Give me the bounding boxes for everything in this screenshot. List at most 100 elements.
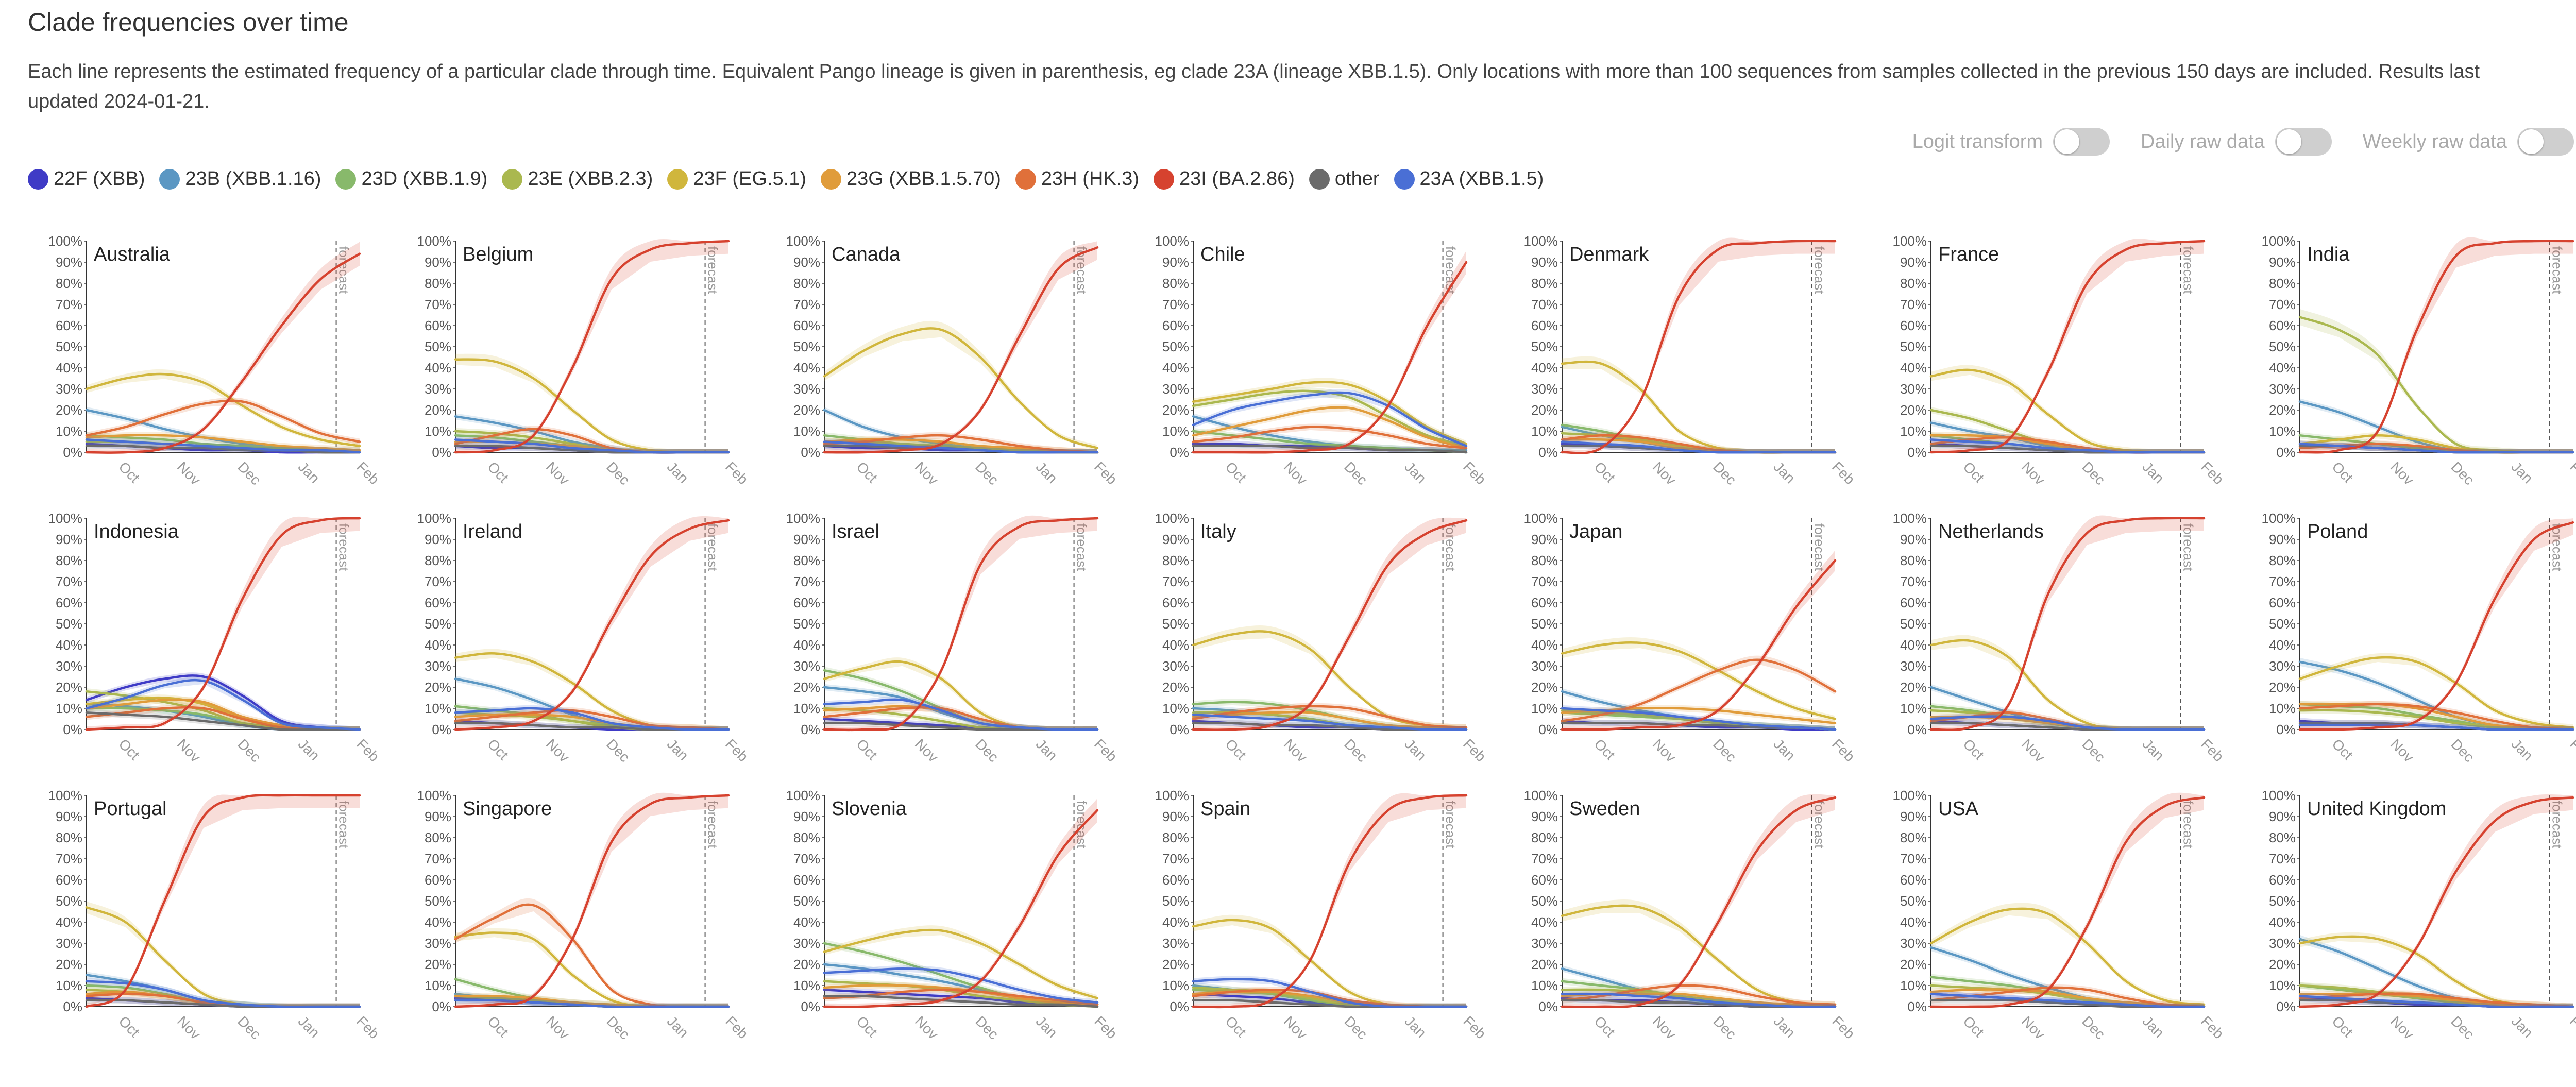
weekly-raw-data-switch[interactable] [2517, 128, 2574, 156]
y-tick-label: 10% [793, 701, 820, 716]
legend-swatch [28, 168, 48, 190]
y-tick-label: 80% [1162, 276, 1189, 291]
panel-title: India [2307, 244, 2350, 265]
series-line [823, 246, 1099, 454]
x-tick-label: Dec [2448, 458, 2477, 488]
x-tick-label: Nov [2019, 736, 2048, 765]
panel-title: Chile [1200, 244, 1245, 265]
y-tick-label: 40% [425, 914, 451, 930]
x-tick-label: Feb [1829, 458, 1858, 487]
series-line [1192, 426, 1468, 450]
y-tick-label: 10% [56, 701, 82, 716]
daily-raw-data-toggle[interactable]: Daily raw data [2141, 128, 2332, 156]
legend-item[interactable]: 23B (XBB.1.16) [159, 168, 321, 190]
panel-ireland: 0% 10% 20% 30% 40% 50% 60% 70% 80% 90% 100% Oct Nov D… [417, 511, 752, 765]
legend: 22F (XBB) 23B (XBB.1.16) 23D (XBB.1.9) 23E … [28, 168, 1544, 190]
x-tick-label: Dec [1710, 1013, 1739, 1042]
y-tick-label: 60% [56, 318, 82, 333]
series-line [2298, 995, 2574, 1008]
series-band [824, 515, 1097, 729]
series-line [823, 967, 1099, 1004]
y-tick-label: 50% [2269, 893, 2296, 909]
x-tick-label: Oct [2329, 458, 2356, 486]
series-line [1929, 796, 2206, 1008]
forecast-label: forecast [1074, 801, 1090, 848]
forecast-label: forecast [2181, 246, 2196, 294]
y-tick-label: 30% [1900, 658, 1927, 674]
y-tick-label: 10% [2269, 978, 2296, 993]
legend-item[interactable]: 22F (XBB) [28, 168, 145, 190]
series-band [87, 438, 360, 452]
logit-transform-toggle[interactable]: Logit transform [1912, 128, 2110, 156]
forecast-label: forecast [1812, 523, 1827, 571]
series-band [824, 987, 1097, 1007]
y-tick-label: 70% [793, 851, 820, 867]
y-tick-label: 40% [1900, 637, 1927, 653]
panel-title: USA [1938, 798, 1979, 820]
y-tick-label: 20% [1531, 680, 1558, 695]
switch-knob [2519, 129, 2544, 154]
series-band [2300, 432, 2573, 452]
panel-indonesia: 0% 10% 20% 30% 40% 50% 60% 70% 80% 90% 100% Oct Nov D… [48, 511, 383, 765]
legend-swatch [1015, 168, 1036, 190]
legend-item[interactable]: 23F (EG.5.1) [667, 168, 806, 190]
legend-item[interactable]: 23I (BA.2.86) [1153, 168, 1295, 190]
y-tick-label: 60% [425, 872, 451, 888]
y-tick-label: 60% [56, 872, 82, 888]
series-line [1929, 517, 2206, 732]
y-tick-label: 40% [1531, 637, 1558, 653]
legend-item[interactable]: 23D (XBB.1.9) [335, 168, 487, 190]
series-band [1931, 443, 2204, 452]
y-tick-label: 10% [2269, 423, 2296, 439]
forecast-label: forecast [1443, 523, 1459, 571]
x-tick-label: Dec [234, 458, 264, 488]
x-tick-label: Feb [722, 736, 751, 765]
x-tick-label: Jan [295, 458, 323, 486]
daily-raw-data-switch[interactable] [2275, 128, 2332, 156]
weekly-raw-data-toggle[interactable]: Weekly raw data [2363, 128, 2574, 156]
panel-israel: 0% 10% 20% 30% 40% 50% 60% 70% 80% 90% 100% Oct Nov D… [786, 511, 1121, 765]
x-tick-label: Dec [603, 736, 633, 765]
x-tick-label: Dec [603, 1013, 633, 1042]
y-tick-label: 90% [793, 809, 820, 824]
x-tick-label: Jan [664, 1013, 692, 1041]
y-tick-label: 90% [1531, 809, 1558, 824]
x-tick-label: Nov [1650, 458, 1679, 488]
legend-item[interactable]: 23H (HK.3) [1015, 168, 1139, 190]
y-tick-label: 40% [1531, 914, 1558, 930]
y-tick-label: 10% [1162, 701, 1189, 716]
series-band [87, 978, 360, 1007]
legend-item[interactable]: 23G (XBB.1.5.70) [820, 168, 1001, 190]
series-band [1931, 684, 2204, 729]
y-tick-label: 30% [793, 936, 820, 951]
series-line [454, 240, 730, 454]
legend-item[interactable]: 23A (XBB.1.5) [1394, 168, 1544, 190]
x-tick-label: Nov [2019, 458, 2048, 488]
x-tick-label: Feb [1829, 1013, 1858, 1042]
y-tick-label: 10% [1900, 701, 1927, 716]
y-tick-label: 100% [1524, 511, 1558, 526]
series-line [85, 372, 361, 447]
panel-title: Portugal [94, 798, 167, 820]
x-tick-label: Dec [1710, 458, 1739, 488]
logit-transform-switch[interactable] [2053, 128, 2110, 156]
weekly-raw-data-label: Weekly raw data [2362, 130, 2507, 152]
series-line [2298, 443, 2574, 454]
legend-label: 23H (HK.3) [1041, 168, 1139, 190]
legend-swatch [1153, 168, 1174, 190]
legend-item[interactable]: 23E (XBB.2.3) [502, 168, 653, 190]
series-band [455, 792, 728, 1007]
x-tick-label: Feb [353, 458, 382, 487]
y-tick-label: 20% [2269, 680, 2296, 695]
legend-swatch [335, 168, 357, 190]
y-tick-label: 30% [1162, 381, 1189, 397]
page-description: Each line represents the estimated frequ… [28, 61, 2480, 112]
series-band [2300, 309, 2573, 452]
series-band [2300, 440, 2573, 452]
series-band [2300, 440, 2573, 452]
x-tick-label: Oct [1591, 736, 1618, 763]
legend-item[interactable]: other [1309, 168, 1380, 190]
y-tick-label: 40% [425, 360, 451, 376]
x-tick-label: Jan [2140, 736, 2167, 763]
series-line [85, 711, 361, 731]
